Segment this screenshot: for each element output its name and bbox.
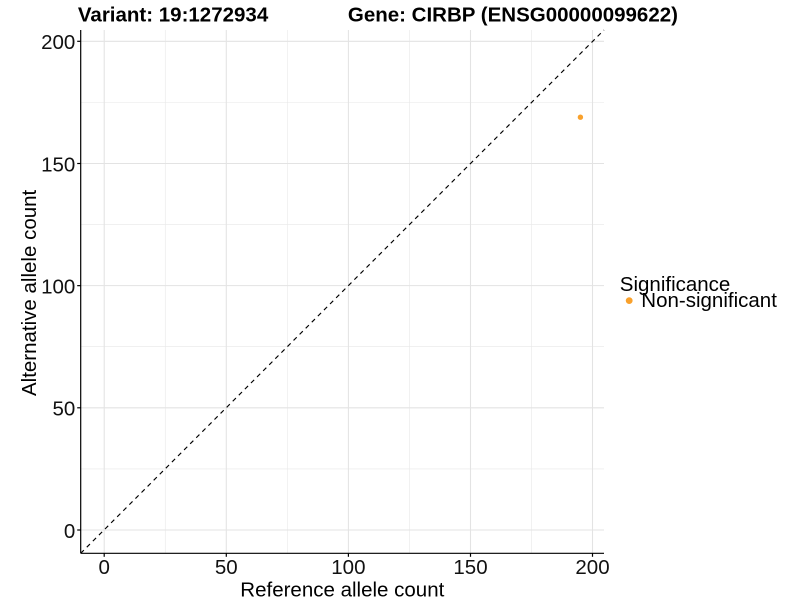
- svg-text:200: 200: [575, 556, 609, 579]
- svg-text:200: 200: [41, 31, 75, 54]
- svg-text:Reference allele count: Reference allele count: [240, 578, 444, 600]
- svg-text:50: 50: [215, 556, 238, 579]
- svg-text:150: 150: [453, 556, 487, 579]
- svg-text:150: 150: [41, 153, 75, 176]
- svg-text:Gene: CIRBP (ENSG00000099622): Gene: CIRBP (ENSG00000099622): [348, 3, 678, 26]
- svg-text:Non-significant: Non-significant: [641, 289, 777, 312]
- svg-text:100: 100: [331, 556, 365, 579]
- svg-text:Variant: 19:1272934: Variant: 19:1272934: [78, 3, 269, 26]
- svg-text:0: 0: [98, 556, 109, 579]
- svg-text:Alternative allele count: Alternative allele count: [18, 189, 41, 396]
- svg-text:Significance: Significance: [620, 273, 731, 296]
- svg-text:100: 100: [41, 275, 75, 298]
- svg-text:50: 50: [52, 398, 75, 421]
- svg-text:0: 0: [64, 520, 75, 543]
